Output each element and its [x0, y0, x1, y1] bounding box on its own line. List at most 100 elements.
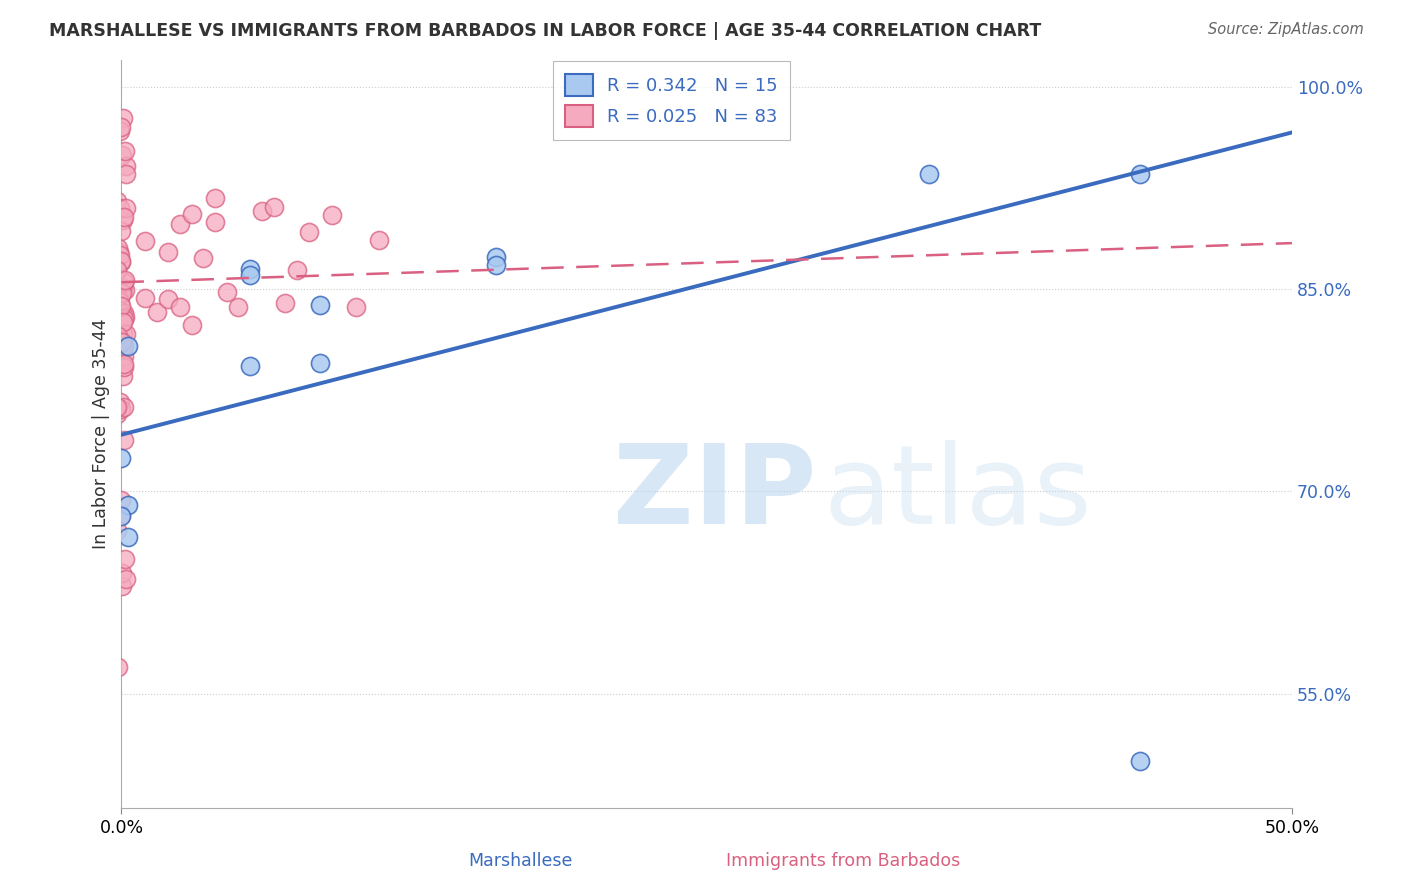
Point [368, 233, 391, 247]
Point [110, 401, 132, 416]
Point [485, 258, 508, 272]
Point [114, 327, 136, 342]
Point [114, 310, 136, 325]
Point [169, 300, 191, 314]
Point [1129, 754, 1152, 768]
Point [108, 295, 131, 310]
Point [107, 408, 129, 422]
Point [114, 551, 136, 566]
Point [215, 285, 238, 300]
Point [107, 328, 129, 343]
Point [110, 359, 132, 373]
Point [108, 244, 131, 259]
Point [112, 315, 135, 329]
Point [344, 300, 367, 314]
Point [108, 395, 131, 409]
Point [108, 248, 131, 262]
Point [117, 530, 139, 544]
Text: Immigrants from Barbados: Immigrants from Barbados [727, 852, 960, 870]
Point [309, 298, 332, 312]
Point [114, 283, 136, 297]
Point [107, 241, 129, 255]
Point [112, 281, 135, 295]
Point [239, 268, 262, 283]
Point [112, 111, 135, 125]
Point [111, 334, 134, 349]
Point [918, 167, 941, 181]
Point [111, 282, 134, 296]
Y-axis label: In Labor Force | Age 35-44: In Labor Force | Age 35-44 [93, 318, 110, 549]
Point [193, 251, 215, 265]
Point [263, 200, 285, 214]
Point [145, 304, 167, 318]
Point [108, 201, 131, 215]
Point [114, 167, 136, 181]
Point [117, 338, 139, 352]
Point [111, 368, 134, 383]
Point [110, 450, 132, 465]
Point [110, 508, 132, 523]
Point [112, 401, 135, 415]
Point [180, 318, 202, 332]
Point [228, 300, 250, 314]
Point [105, 400, 128, 414]
Text: MARSHALLESE VS IMMIGRANTS FROM BARBADOS IN LABOR FORCE | AGE 35-44 CORRELATION C: MARSHALLESE VS IMMIGRANTS FROM BARBADOS … [49, 22, 1042, 40]
Point [112, 433, 135, 447]
Point [110, 508, 132, 523]
Point [1129, 167, 1152, 181]
Point [114, 273, 136, 287]
Point [239, 359, 262, 373]
Point [134, 291, 156, 305]
Point [114, 159, 136, 173]
Point [110, 223, 132, 237]
Point [298, 226, 321, 240]
Point [112, 212, 135, 227]
Point [112, 360, 135, 375]
Point [107, 302, 129, 317]
Point [180, 207, 202, 221]
Point [111, 148, 134, 162]
Point [110, 120, 132, 134]
Point [321, 208, 343, 222]
Point [110, 313, 132, 327]
Point [285, 263, 308, 277]
Text: Marshallese: Marshallese [468, 852, 572, 870]
Text: Source: ZipAtlas.com: Source: ZipAtlas.com [1208, 22, 1364, 37]
Point [134, 234, 156, 248]
Legend: R = 0.342   N = 15, R = 0.025   N = 83: R = 0.342 N = 15, R = 0.025 N = 83 [553, 62, 790, 139]
Point [105, 523, 128, 537]
Point [485, 250, 508, 264]
Point [108, 334, 131, 348]
Point [111, 579, 134, 593]
Point [112, 349, 135, 363]
Point [111, 286, 134, 301]
Point [114, 572, 136, 586]
Point [108, 123, 131, 137]
Point [110, 255, 132, 269]
Point [204, 191, 226, 205]
Point [169, 217, 191, 231]
Point [105, 194, 128, 208]
Point [157, 292, 180, 306]
Point [105, 263, 128, 277]
Point [112, 275, 135, 289]
Point [114, 144, 136, 158]
Point [112, 339, 135, 353]
Point [309, 356, 332, 370]
Point [112, 312, 135, 326]
Point [112, 210, 135, 224]
Point [114, 358, 136, 372]
Point [157, 244, 180, 259]
Text: atlas: atlas [824, 441, 1092, 548]
Point [204, 215, 226, 229]
Point [112, 326, 135, 341]
Point [117, 498, 139, 512]
Point [110, 299, 132, 313]
Point [107, 291, 129, 305]
Point [110, 253, 132, 268]
Point [112, 306, 135, 320]
Point [239, 261, 262, 276]
Point [274, 295, 297, 310]
Point [114, 201, 136, 215]
Point [107, 660, 129, 674]
